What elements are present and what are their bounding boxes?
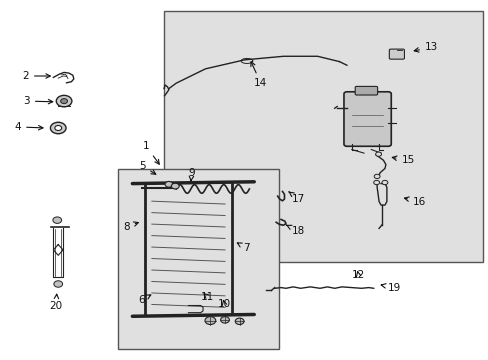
Text: 19: 19 <box>381 283 400 293</box>
Circle shape <box>373 180 379 185</box>
Bar <box>163 12 483 262</box>
Text: 9: 9 <box>188 168 195 181</box>
FancyBboxPatch shape <box>343 92 390 146</box>
Circle shape <box>164 181 172 187</box>
Circle shape <box>373 174 379 179</box>
Text: 10: 10 <box>217 299 230 309</box>
Text: 6: 6 <box>138 295 150 305</box>
Text: 2: 2 <box>22 71 50 81</box>
FancyBboxPatch shape <box>354 86 377 95</box>
Circle shape <box>54 281 62 287</box>
Circle shape <box>53 217 61 224</box>
Text: 4: 4 <box>15 122 43 132</box>
Text: 8: 8 <box>123 222 138 231</box>
Text: 20: 20 <box>49 294 62 311</box>
Text: 5: 5 <box>139 161 156 174</box>
Text: 1: 1 <box>142 141 159 164</box>
Circle shape <box>235 318 244 324</box>
Text: 7: 7 <box>237 243 250 253</box>
Circle shape <box>381 180 387 185</box>
Text: 11: 11 <box>200 292 213 302</box>
Text: 12: 12 <box>351 270 364 280</box>
FancyBboxPatch shape <box>388 49 404 59</box>
Text: 15: 15 <box>391 155 414 165</box>
Text: 3: 3 <box>23 96 53 106</box>
Text: 18: 18 <box>286 225 305 236</box>
Circle shape <box>204 317 215 324</box>
Circle shape <box>56 95 72 107</box>
Text: 14: 14 <box>250 62 267 88</box>
Bar <box>118 169 278 348</box>
Text: 13: 13 <box>413 42 437 52</box>
Circle shape <box>220 317 229 323</box>
Circle shape <box>61 99 67 104</box>
Circle shape <box>171 183 179 189</box>
Text: 16: 16 <box>404 197 425 207</box>
Text: 17: 17 <box>288 192 305 204</box>
Circle shape <box>375 152 381 156</box>
Circle shape <box>55 126 61 131</box>
Circle shape <box>50 122 66 134</box>
